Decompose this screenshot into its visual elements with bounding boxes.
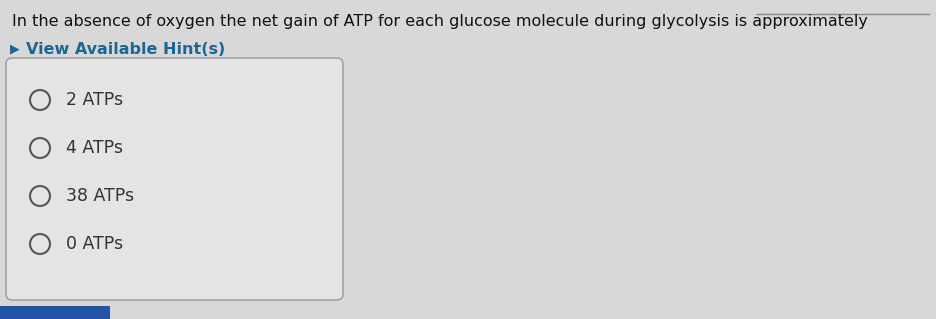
Bar — [0, 306, 110, 319]
Text: View Available Hint(s): View Available Hint(s) — [26, 42, 226, 57]
FancyBboxPatch shape — [6, 58, 343, 300]
Text: 38 ATPs: 38 ATPs — [66, 187, 134, 205]
Text: In the absence of oxygen the net gain of ATP for each glucose molecule during gl: In the absence of oxygen the net gain of… — [12, 14, 868, 29]
Text: ▶: ▶ — [10, 42, 20, 55]
Text: 0 ATPs: 0 ATPs — [66, 235, 124, 253]
Text: 4 ATPs: 4 ATPs — [66, 139, 123, 157]
Text: 2 ATPs: 2 ATPs — [66, 91, 124, 109]
